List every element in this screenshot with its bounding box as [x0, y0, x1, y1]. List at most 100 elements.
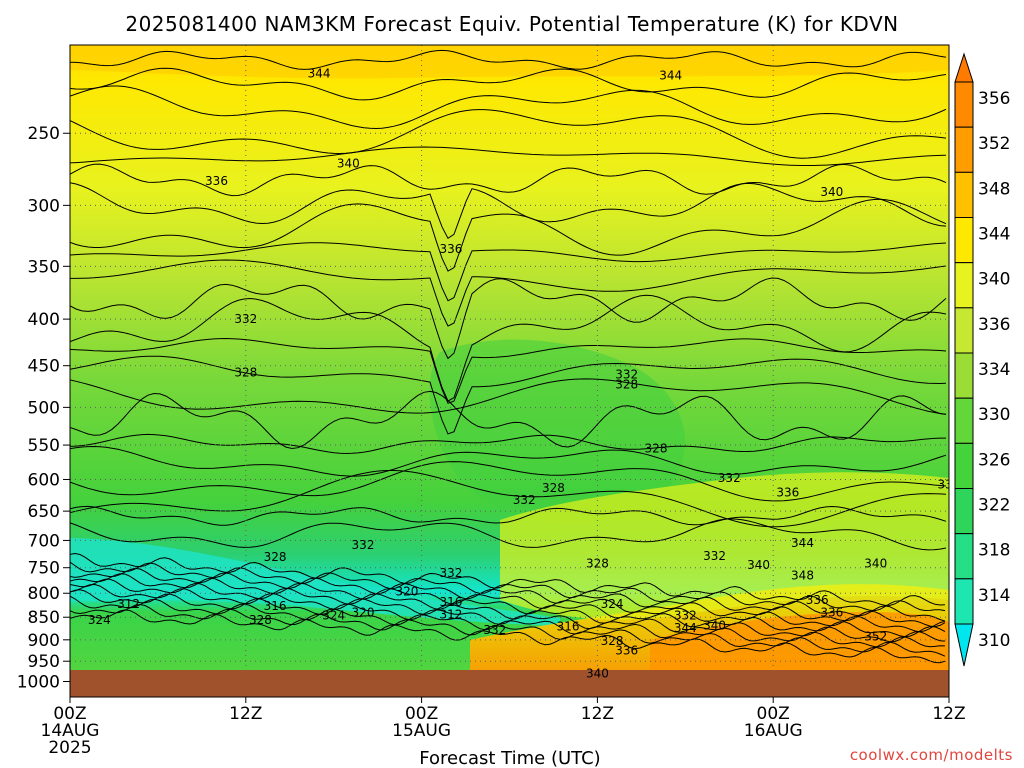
contour-label-text: 312	[117, 597, 140, 611]
contour-label-text: 332	[352, 538, 375, 552]
contour-label: 320	[352, 606, 375, 620]
colorbar-label: 340	[978, 270, 1010, 290]
contour-label: 344	[659, 68, 682, 82]
x-tick-label: 00Z	[405, 704, 438, 724]
contour-label: 336	[820, 606, 843, 620]
contour-label-text: 324	[88, 613, 111, 627]
contour-label-text: 340	[820, 185, 843, 199]
contour-label-text: 328	[249, 613, 272, 627]
contour-line	[70, 146, 947, 166]
contour-label-text: 332	[483, 623, 506, 637]
ground-below-surface	[70, 670, 949, 697]
x-tick-label: 15AUG	[392, 721, 451, 741]
contour-label-text: 344	[308, 67, 331, 81]
contour-label-text: 312	[439, 607, 462, 621]
colorbar-swatch	[954, 488, 974, 535]
contour-label: 320	[395, 584, 418, 598]
contour-label: 328	[586, 556, 609, 570]
contour-label-text: 332	[439, 566, 462, 580]
contour-label: 328	[542, 481, 565, 495]
contour-lines	[70, 49, 947, 664]
colorbar-swatch	[954, 578, 974, 625]
y-tick-label: 400	[28, 310, 60, 330]
contour-line	[70, 609, 946, 664]
colorbar-swatch	[954, 397, 974, 444]
contour-label: 332	[352, 538, 375, 552]
contour-label-text: 340	[864, 556, 887, 570]
contour-label-text: 336	[938, 478, 961, 492]
x-tick-label: 12Z	[229, 704, 262, 724]
contour-label: 340	[820, 185, 843, 199]
contour-label: 336	[205, 174, 228, 188]
contour-line	[70, 242, 947, 302]
x-tick-label: 14AUG	[41, 721, 100, 741]
contour-label: 316	[439, 595, 462, 609]
contour-label-text: 340	[747, 558, 770, 572]
y-axis: 250 300 350 400 450 500 550 600 650 700 750 800 850 9…	[17, 124, 70, 692]
contour-label: 344	[674, 621, 697, 635]
y-tick-label: 350	[28, 257, 60, 277]
colorbar-label: 344	[978, 225, 1010, 245]
contour-label: 332	[718, 471, 741, 485]
colorbar-top-arrow	[954, 52, 974, 83]
x-tick-label: 00Z	[53, 704, 86, 724]
contour-line	[70, 294, 947, 402]
contour-label: 340	[703, 619, 726, 633]
contour-line	[70, 85, 947, 130]
colorbar-swatch	[954, 533, 974, 580]
colorbar-label: 336	[978, 315, 1010, 335]
plot-area: 344 3443403403363363323323283283283283323…	[70, 45, 961, 697]
contour-label: 328	[601, 634, 624, 648]
contour-label: 348	[791, 569, 814, 583]
contour-label-text: 324	[322, 608, 345, 622]
y-tick-label: 250	[28, 124, 60, 144]
contour-label-text: 340	[703, 619, 726, 633]
contour-label-text: 328	[586, 556, 609, 570]
y-tick-label: 650	[28, 502, 60, 522]
contour-line	[70, 67, 947, 101]
contour-label: 332	[234, 312, 257, 326]
contour-label-text: 344	[674, 621, 697, 635]
x-tick-label: 12Z	[932, 704, 965, 724]
y-tick-label: 700	[28, 531, 60, 551]
y-tick-label: 550	[28, 436, 60, 456]
colorbar-swatch	[954, 217, 974, 264]
contour-label-text: 344	[659, 68, 682, 82]
contour-label: 340	[337, 157, 360, 171]
y-tick-label: 800	[28, 584, 60, 604]
contour-label: 324	[88, 613, 111, 627]
contour-label-text: 328	[264, 550, 287, 564]
colorbar: 356 352 348 344 340 336 334 330 326 322 318 314 310	[954, 52, 1010, 667]
contour-label: 324	[601, 597, 624, 611]
contour-label: 312	[117, 597, 140, 611]
contour-label-text: 332	[234, 312, 257, 326]
contour-label-text: 328	[601, 634, 624, 648]
contour-label: 332	[513, 493, 536, 507]
contour-line	[70, 505, 947, 526]
colorbar-swatch	[954, 81, 974, 128]
x-axis-label: Forecast Time (UTC)	[419, 748, 600, 768]
contour-label-text: 336	[615, 644, 638, 658]
contour-line	[70, 259, 947, 327]
contour-label: 328	[645, 442, 668, 456]
y-tick-label: 900	[28, 631, 60, 651]
contour-label: 332	[615, 367, 638, 381]
contour-label: 352	[864, 629, 887, 643]
colorbar-bottom-arrow	[954, 623, 974, 667]
credit-text: coolwx.com/modelts	[850, 746, 1013, 764]
contour-label: 336	[806, 593, 829, 607]
y-tick-label: 750	[28, 559, 60, 579]
y-tick-label: 850	[28, 608, 60, 628]
contour-line	[70, 518, 947, 551]
y-tick-label: 600	[28, 470, 60, 490]
contour-label-text: 336	[806, 593, 829, 607]
contour-label-text: 320	[395, 584, 418, 598]
colorbar-label: 334	[978, 360, 1010, 380]
grid-lines	[70, 45, 949, 697]
contour-label-text: 336	[820, 606, 843, 620]
contour-label: 332	[439, 566, 462, 580]
colorbar-label: 314	[978, 586, 1010, 606]
contour-label-text: 328	[645, 442, 668, 456]
contour-label: 328	[264, 550, 287, 564]
